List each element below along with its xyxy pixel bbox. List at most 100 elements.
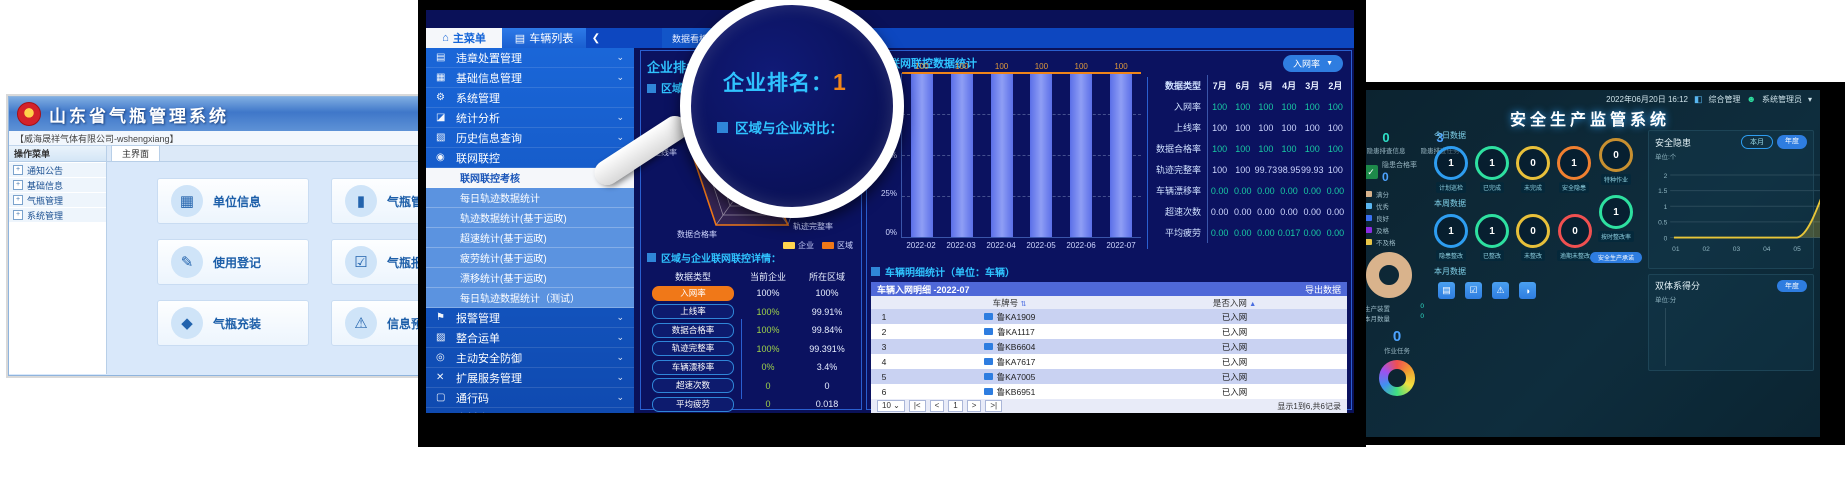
feature-tile[interactable]: ⚠ 信息预警 (331, 300, 429, 346)
expand-plus-icon[interactable]: + (13, 180, 23, 190)
left-sidebar: 操作菜单 + 通知公告 + 基础信息 + 气瓶管理 + (9, 146, 107, 374)
gauge-value: 1 (1448, 157, 1454, 169)
metric-pill-button[interactable]: 轨迹完整率 (652, 341, 734, 357)
company-value: 0 (765, 380, 771, 391)
sidebar-collapse-icon[interactable]: ❮ (591, 32, 601, 44)
sidebar-menu-item[interactable]: + 基础信息 (9, 178, 106, 192)
gauge-label: 未整改 (1520, 250, 1545, 261)
expand-plus-icon[interactable]: + (13, 195, 23, 205)
sidebar-menu-item[interactable]: + 气瓶管理 (9, 193, 106, 207)
submenu-item[interactable]: 漂移统计(基于运政) (426, 268, 634, 288)
menu-item-label: 通知公告 (27, 165, 64, 176)
company-value: 0 (765, 399, 771, 410)
kpi-value: 3 (1436, 130, 1444, 145)
row-number: 5 (881, 371, 887, 382)
app-title: 山东省气瓶管理系统 (49, 106, 229, 126)
month-filter-button[interactable]: 本月 (1741, 135, 1773, 149)
prev-page-button[interactable]: < (929, 400, 945, 412)
kpi-value: 0 (1382, 130, 1390, 145)
metric-pill-button[interactable]: 上线率 (652, 304, 734, 320)
tile-label: 使用登记 (213, 255, 262, 270)
vehicle-row[interactable]: 1 鲁KA1909 已入网 (871, 309, 1347, 324)
sidebar-menu-item[interactable]: ⚙ 系统管理 (426, 88, 634, 108)
feature-tile[interactable]: ☑ 气瓶报检 (331, 239, 429, 285)
sidebar-menu-item[interactable]: + 通知公告 (9, 163, 106, 177)
expand-plus-icon[interactable]: + (13, 210, 23, 220)
submenu-item[interactable]: 联网联控考核 (426, 168, 634, 188)
inspect-icon: ☑ (345, 246, 377, 278)
submenu-item[interactable]: 轨迹数据统计(基于运政) (426, 208, 634, 228)
metric-pill-button[interactable]: 平均疲劳 (652, 396, 734, 412)
page-input[interactable]: 1 (948, 400, 963, 412)
user-name[interactable]: 系统管理员 (1761, 94, 1802, 104)
sidebar-menu-item[interactable]: ▤ 违章处置管理 ⌄ (426, 48, 634, 68)
sidebar-menu-item[interactable]: ⚑ 报警管理 ⌄ (426, 308, 634, 328)
sidebar-menu-item[interactable]: ▢ 通行码 ⌄ (426, 388, 634, 408)
col-header-plate[interactable]: 车牌号 ⇅ (992, 297, 1027, 308)
vehicle-row[interactable]: 4 鲁KA7617 已入网 (871, 354, 1347, 369)
sidebar-menu-item[interactable]: ▨ 整合运单 ⌄ (426, 328, 634, 348)
year-filter-button[interactable]: 年度 (1777, 135, 1807, 149)
commitment-button[interactable]: 安全生产承诺 (1589, 252, 1642, 263)
submenu-item[interactable]: 疲劳统计(基于运政) (426, 248, 634, 268)
radar-legend: 企业 区域 (783, 240, 853, 251)
submenu-item[interactable]: 超速统计(基于运政) (426, 228, 634, 248)
page-size-select[interactable]: 10 ⌄ (877, 400, 905, 412)
action-tile[interactable]: ◑ (1519, 282, 1536, 299)
action-tile[interactable]: ☑ (1465, 282, 1482, 299)
x-axis-tick: 2022-07 (1106, 241, 1136, 250)
caret-down-icon[interactable]: ▾ (1807, 94, 1812, 104)
menu-general[interactable]: 综合管理 (1708, 94, 1741, 104)
vehicle-row[interactable]: 2 鲁KA1117 已入网 (871, 324, 1347, 339)
feature-tile[interactable]: ✎ 使用登记 (157, 239, 309, 285)
sidebar-menu-item[interactable]: ◎ 主动安全防御 ⌄ (426, 348, 634, 368)
col-header-status[interactable]: 是否入网 ▲ (1212, 297, 1257, 308)
next-page-button[interactable]: > (966, 400, 982, 412)
gauge-label: 隐患整改 (1435, 250, 1466, 261)
row-number: 4 (881, 356, 887, 367)
region-value: 3.4% (816, 362, 838, 373)
last-page-button[interactable]: >| (985, 400, 1003, 412)
sidebar-menu-item[interactable]: ▣ 资料库 ⌄ (426, 408, 634, 413)
action-tile[interactable]: ▤ (1438, 282, 1455, 299)
vehicle-row[interactable]: 3 鲁KB6604 已入网 (871, 339, 1347, 354)
export-button[interactable]: 导出数据 (1304, 284, 1341, 295)
sidebar-menu-item[interactable]: ✕ 扩展服务管理 ⌄ (426, 368, 634, 388)
sidebar-menu-item[interactable]: + 系统管理 (9, 208, 106, 222)
sidebar-menu-item[interactable]: ◪ 统计分析 ⌄ (426, 108, 634, 128)
tab-vehicle-list[interactable]: ▤ 车辆列表 (502, 28, 586, 48)
metric-pill-button[interactable]: 超速次数 (652, 378, 734, 394)
vehicle-row[interactable]: 6 鲁KB6951 已入网 (871, 384, 1347, 399)
week-heading: 本周数据 (1434, 199, 1466, 208)
sidebar-menu-item[interactable]: ▧ 历史信息查询 ⌄ (426, 128, 634, 148)
feature-tile[interactable]: ▦ 单位信息 (157, 178, 309, 224)
sort-icon: ⇅ (1020, 300, 1027, 308)
vehicle-row[interactable]: 5 鲁KA7005 已入网 (871, 369, 1347, 384)
metric-pill-button[interactable]: 车辆漂移率 (652, 359, 734, 375)
tab-main-menu[interactable]: ⌂ 主菜单 (426, 28, 502, 48)
bar-value-label: 100 (994, 62, 1009, 71)
metric-pill-button[interactable]: 入网率 (652, 285, 734, 301)
action-tile[interactable]: ⚠ (1492, 282, 1509, 299)
status-cell: 已入网 (1221, 371, 1248, 382)
menu-icon: ▨ (436, 332, 446, 343)
compare-row: 超速次数 0 0 (647, 377, 855, 396)
submenu-item[interactable]: 每日轨迹数据统计（测试） (426, 288, 634, 308)
metric-filter-select[interactable]: 入网率 ▼ (1283, 54, 1343, 72)
first-page-button[interactable]: |< (908, 400, 926, 412)
score-card-title: 双体系得分 (1655, 281, 1701, 291)
score-year-button[interactable]: 年度 (1777, 279, 1807, 292)
legend-item: 满分 (1364, 189, 1430, 199)
feature-tile[interactable]: ◆ 气瓶充装 (157, 300, 309, 346)
tab-main[interactable]: 主界面 (111, 145, 161, 161)
message-icon[interactable]: ◧ (1693, 93, 1703, 104)
submenu-item[interactable]: 每日轨迹数据统计 (426, 188, 634, 208)
legend-swatch (1364, 227, 1372, 233)
caret-down-icon: ▼ (1326, 59, 1333, 67)
menu-icon: ▣ (436, 412, 449, 413)
legend-swatch (1364, 203, 1372, 209)
expand-plus-icon[interactable]: + (13, 165, 23, 175)
metric-pill-button[interactable]: 数据合格率 (652, 322, 734, 338)
feature-tile[interactable]: ▮ 气瓶管理 (331, 178, 429, 224)
sidebar-menu-item[interactable]: ▦ 基础信息管理 ⌄ (426, 68, 634, 88)
